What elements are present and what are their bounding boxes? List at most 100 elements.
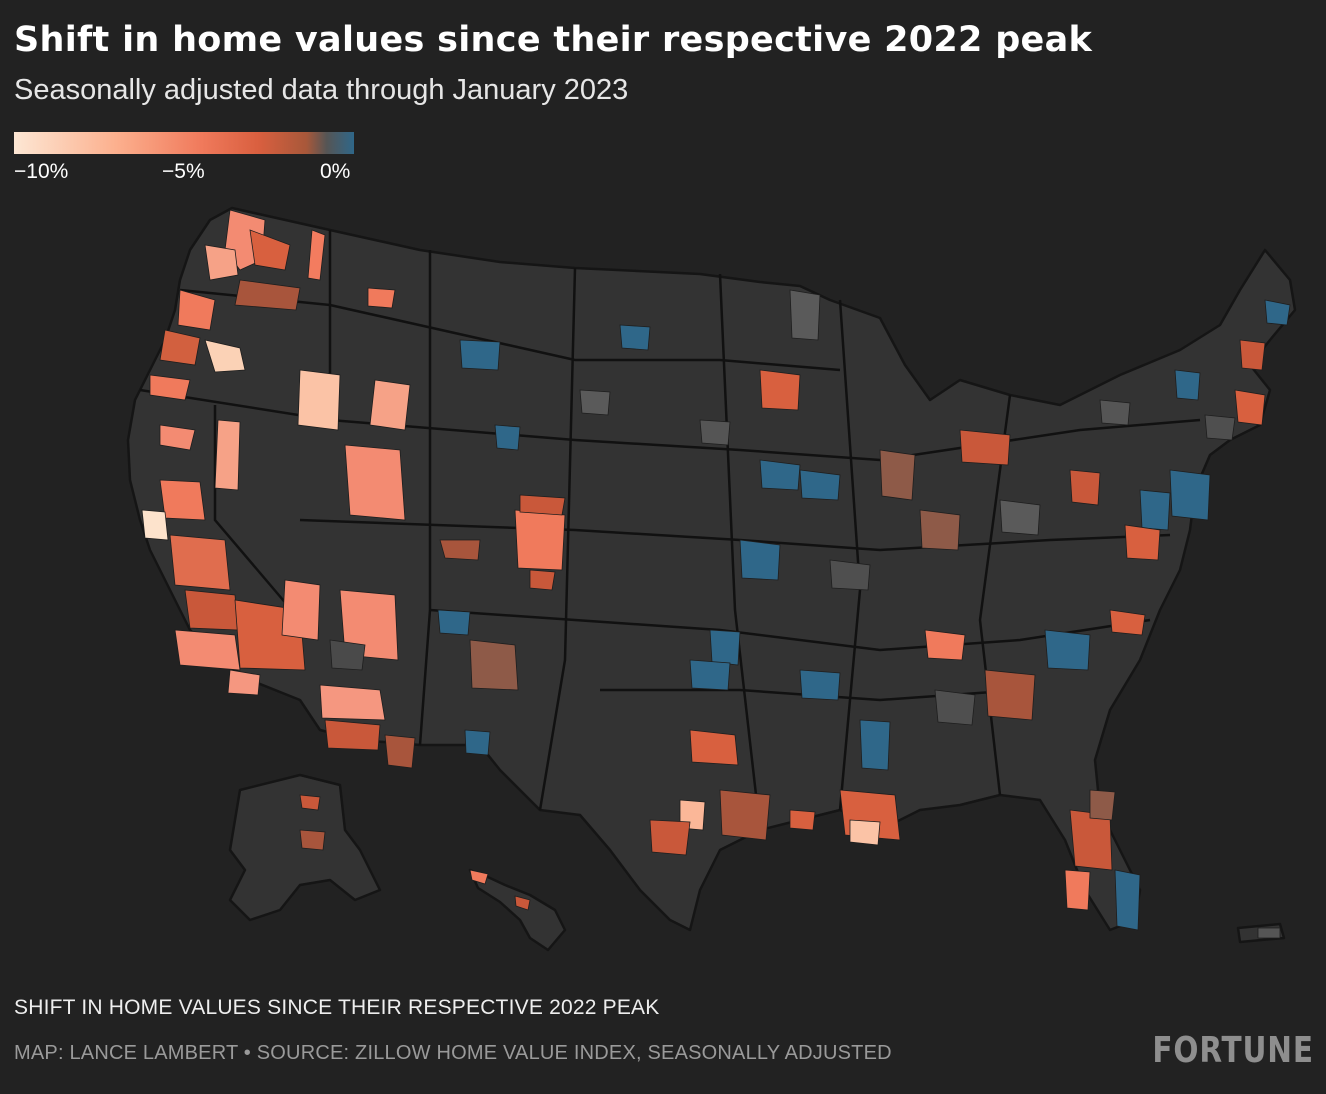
metro-new-york	[1169, 469, 1211, 521]
metro-st-louis	[829, 559, 871, 591]
metro-spokane	[307, 229, 326, 281]
border-appalachia	[978, 394, 1012, 796]
metro-omaha	[759, 459, 801, 491]
border-midwest	[718, 273, 762, 831]
metro-san-antonio	[649, 819, 691, 856]
metro-charlotte	[1044, 629, 1091, 671]
metro-casper	[494, 424, 521, 451]
metro-oklahoma-city	[689, 659, 731, 691]
metro-portland	[177, 289, 216, 331]
metro-tri-cities	[234, 279, 301, 311]
metro-houston	[719, 789, 771, 841]
metro-cape-coral	[1064, 869, 1091, 911]
metro-boston	[1234, 389, 1266, 426]
metro-philadelphia	[1139, 489, 1171, 531]
metro-tucson	[324, 719, 381, 751]
metro-indianapolis	[919, 509, 961, 551]
hawaii-outline	[468, 868, 567, 952]
metro-dallas	[689, 729, 739, 766]
metro-pittsburgh	[1069, 469, 1101, 506]
metro-burlington	[1239, 339, 1266, 371]
metro-hartford	[1204, 414, 1236, 441]
metro-boise	[297, 369, 341, 431]
metro-duluth	[789, 289, 821, 341]
metro-sf-bay	[141, 509, 169, 541]
fortune-logo: FORTUNE	[1152, 1030, 1314, 1071]
metro-chicago	[879, 449, 916, 501]
metro-new-orleans	[849, 819, 881, 846]
metro-des-moines	[799, 469, 841, 501]
metro-washington	[1124, 524, 1161, 561]
metro-tacoma	[204, 244, 239, 281]
border-great-plains-west	[538, 267, 577, 811]
metro-sioux-falls	[699, 419, 731, 446]
metro-redding	[159, 424, 196, 451]
metro-coeur-d-alene	[367, 287, 396, 309]
metro-los-angeles	[174, 629, 241, 671]
metro-areas	[141, 209, 1291, 939]
metro-vegas-core	[329, 639, 366, 671]
metro-buffalo	[1099, 399, 1131, 426]
metro-kansas-city	[739, 539, 781, 581]
metro-el-paso	[464, 729, 491, 756]
legend-tick-mid: −5%	[162, 160, 205, 183]
metro-detroit	[959, 429, 1011, 466]
metro-san-juan	[1257, 927, 1281, 939]
footer-source: MAP: LANCE LAMBERT • SOURCE: ZILLOW HOME…	[14, 1042, 892, 1064]
metro-phoenix	[319, 684, 386, 721]
metro-anchorage	[299, 829, 326, 851]
metro-denver	[514, 509, 566, 571]
metro-fargo	[619, 324, 651, 351]
map-title: Shift in home values since their respect…	[14, 20, 1093, 60]
map-subtitle: Seasonally adjusted data through January…	[14, 74, 629, 106]
border-lat-south	[429, 608, 1151, 652]
metro-wa-central	[249, 229, 291, 271]
metro-farmington	[437, 609, 471, 636]
color-legend: −10% −5% 0%	[14, 132, 354, 192]
metro-san-diego	[227, 669, 261, 696]
metro-raleigh	[1109, 609, 1146, 636]
border-lat-central	[329, 418, 1201, 462]
us-choropleth-map	[126, 206, 1297, 952]
metro-minneapolis	[759, 369, 801, 411]
metro-grand-junction	[439, 539, 481, 561]
metro-honolulu	[469, 869, 489, 885]
metro-fairbanks	[299, 794, 321, 811]
metro-miami	[1114, 869, 1141, 931]
metro-billings	[459, 339, 501, 371]
metro-columbus	[999, 499, 1041, 536]
metro-maui	[514, 895, 531, 911]
border-mississippi	[838, 299, 862, 811]
metro-reno	[214, 419, 241, 491]
metro-birmingham	[934, 689, 976, 726]
metro-memphis	[859, 719, 891, 771]
metro-albuquerque	[469, 639, 519, 691]
metro-orlando	[1089, 789, 1116, 821]
metro-salt-lake	[344, 444, 406, 521]
border-nevada	[213, 405, 301, 621]
metro-st-george	[281, 579, 321, 641]
metro-albany	[1174, 369, 1201, 401]
metro-bend	[204, 339, 246, 373]
metro-little-rock	[799, 669, 841, 701]
legend-tick-max: 0%	[320, 160, 351, 183]
legend-gradient-bar	[14, 132, 354, 154]
metro-fort-collins	[519, 494, 566, 516]
metro-portland-me	[1264, 299, 1291, 326]
metro-colorado-springs	[529, 569, 556, 591]
metro-yuma	[384, 734, 416, 769]
metro-atlanta	[984, 669, 1036, 721]
metro-salem	[159, 329, 201, 366]
metro-rapid-city	[579, 389, 611, 416]
metro-eugene	[149, 374, 191, 401]
metro-lake-charles	[789, 809, 816, 831]
footer-caption: SHIFT IN HOME VALUES SINCE THEIR RESPECT…	[14, 996, 660, 1019]
metro-sacramento	[159, 479, 206, 521]
legend-tick-min: −10%	[14, 160, 69, 183]
metro-idaho-falls	[369, 379, 411, 431]
metro-nashville	[924, 629, 966, 661]
metro-bakersfield	[184, 589, 239, 631]
metro-fresno	[169, 534, 231, 591]
metro-las-vegas	[339, 589, 399, 661]
border-lat-north	[329, 303, 841, 372]
